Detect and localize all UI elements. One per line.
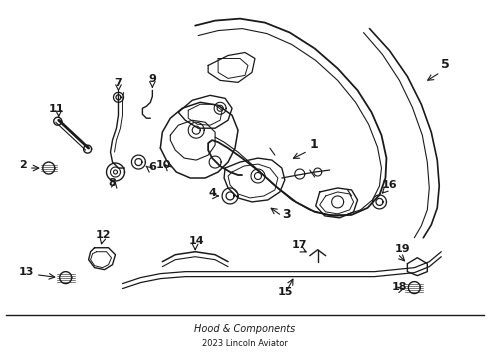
Text: 15: 15 xyxy=(278,287,293,297)
Text: 10: 10 xyxy=(155,160,171,170)
Text: 5: 5 xyxy=(441,58,450,71)
Text: 6: 6 xyxy=(148,162,156,172)
Text: 3: 3 xyxy=(282,208,291,221)
Text: 2023 Lincoln Aviator: 2023 Lincoln Aviator xyxy=(202,339,288,348)
Text: 1: 1 xyxy=(310,138,318,151)
Text: 9: 9 xyxy=(148,75,156,84)
Text: Hood & Components: Hood & Components xyxy=(195,324,295,334)
Text: 12: 12 xyxy=(96,230,111,240)
Text: 17: 17 xyxy=(292,240,307,250)
Text: 16: 16 xyxy=(382,180,397,190)
Text: 8: 8 xyxy=(109,178,117,188)
Text: 19: 19 xyxy=(394,244,410,254)
Text: 13: 13 xyxy=(19,267,34,276)
Text: 7: 7 xyxy=(115,78,122,88)
Text: 14: 14 xyxy=(188,236,204,246)
Text: 11: 11 xyxy=(49,104,64,114)
Text: 2: 2 xyxy=(19,160,26,170)
Text: 4: 4 xyxy=(208,188,216,198)
Text: 18: 18 xyxy=(392,282,407,292)
